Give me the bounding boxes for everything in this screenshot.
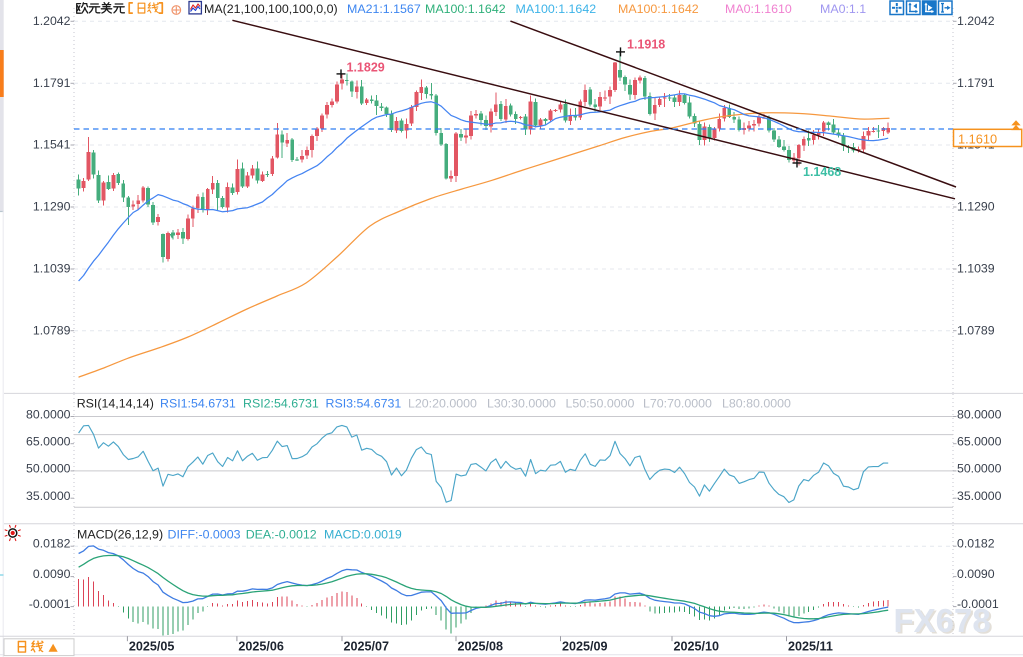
svg-text:-0.0001: -0.0001	[29, 597, 71, 611]
svg-text:65.0000: 65.0000	[957, 435, 1002, 449]
svg-text:1.1468: 1.1468	[803, 165, 841, 179]
svg-text:1.1039: 1.1039	[957, 262, 995, 276]
svg-text:FX678: FX678	[896, 604, 993, 641]
svg-text:1.1791: 1.1791	[957, 76, 995, 90]
svg-text:1.1541: 1.1541	[33, 138, 71, 152]
svg-text:2025/07: 2025/07	[344, 640, 390, 654]
svg-text:L30:30.0000: L30:30.0000	[487, 397, 556, 411]
svg-text:80.0000: 80.0000	[26, 407, 71, 421]
svg-text:2025/06: 2025/06	[238, 640, 284, 654]
svg-text:FX678: FX678	[894, 602, 991, 639]
svg-text:50.0000: 50.0000	[26, 462, 71, 476]
svg-text:MA0:1.1610: MA0:1.1610	[725, 2, 792, 16]
svg-text:MA21:1.1567: MA21:1.1567	[347, 2, 421, 16]
svg-text:MACD(26,12,9): MACD(26,12,9)	[77, 528, 163, 542]
svg-text:1.2042: 1.2042	[33, 14, 71, 28]
svg-text:L20:20.0000: L20:20.0000	[408, 397, 477, 411]
svg-text:1.1610: 1.1610	[958, 131, 997, 146]
svg-text:65.0000: 65.0000	[26, 435, 71, 449]
svg-text:1.1829: 1.1829	[347, 61, 385, 75]
svg-text:2025/05: 2025/05	[129, 640, 175, 654]
svg-text:1.1791: 1.1791	[33, 76, 71, 90]
svg-text:2025/09: 2025/09	[562, 640, 608, 654]
svg-text:1.1290: 1.1290	[33, 200, 71, 214]
svg-text:2025/11: 2025/11	[788, 640, 833, 654]
svg-text:1.1039: 1.1039	[33, 262, 71, 276]
svg-text:DEA:-0.0012: DEA:-0.0012	[246, 528, 317, 542]
svg-text:-0.0001: -0.0001	[957, 597, 999, 611]
svg-text:1.1918: 1.1918	[627, 38, 665, 52]
svg-text:RSI3:54.6731: RSI3:54.6731	[326, 397, 402, 411]
svg-text:1.1290: 1.1290	[957, 200, 995, 214]
svg-text:MA100:1.1642: MA100:1.1642	[618, 2, 699, 16]
svg-text:RSI2:54.6731: RSI2:54.6731	[243, 397, 319, 411]
svg-text:0.0090: 0.0090	[33, 567, 71, 581]
svg-text:0.0090: 0.0090	[957, 567, 995, 581]
svg-text:0.0182: 0.0182	[33, 537, 71, 551]
svg-text:35.0000: 35.0000	[26, 489, 71, 503]
svg-text:80.0000: 80.0000	[957, 407, 1002, 421]
svg-text:L50:50.0000: L50:50.0000	[566, 397, 635, 411]
svg-text:RSI1:54.6731: RSI1:54.6731	[160, 397, 236, 411]
svg-text:35.0000: 35.0000	[957, 489, 1002, 503]
svg-text:1.0789: 1.0789	[33, 323, 71, 337]
svg-text:MACD:0.0019: MACD:0.0019	[324, 528, 402, 542]
svg-text:L80:80.0000: L80:80.0000	[722, 397, 791, 411]
svg-text:DIFF:-0.0003: DIFF:-0.0003	[168, 528, 241, 542]
svg-text:MA100:1.1642: MA100:1.1642	[425, 2, 506, 16]
svg-text:1.0789: 1.0789	[957, 323, 995, 337]
svg-text:2025/10: 2025/10	[674, 640, 720, 654]
svg-text:0.0182: 0.0182	[957, 537, 995, 551]
svg-text:2025/08: 2025/08	[458, 640, 504, 654]
svg-text:RSI(14,14,14): RSI(14,14,14)	[77, 397, 154, 411]
svg-text:L70:70.0000: L70:70.0000	[643, 397, 712, 411]
svg-text:1.2042: 1.2042	[957, 14, 995, 28]
svg-text:50.0000: 50.0000	[957, 462, 1002, 476]
svg-text:MA(21,100,100,100,0,0): MA(21,100,100,100,0,0)	[204, 2, 338, 16]
svg-text:MA100:1.1642: MA100:1.1642	[516, 2, 597, 16]
svg-text:MA0:1.1: MA0:1.1	[820, 2, 866, 16]
